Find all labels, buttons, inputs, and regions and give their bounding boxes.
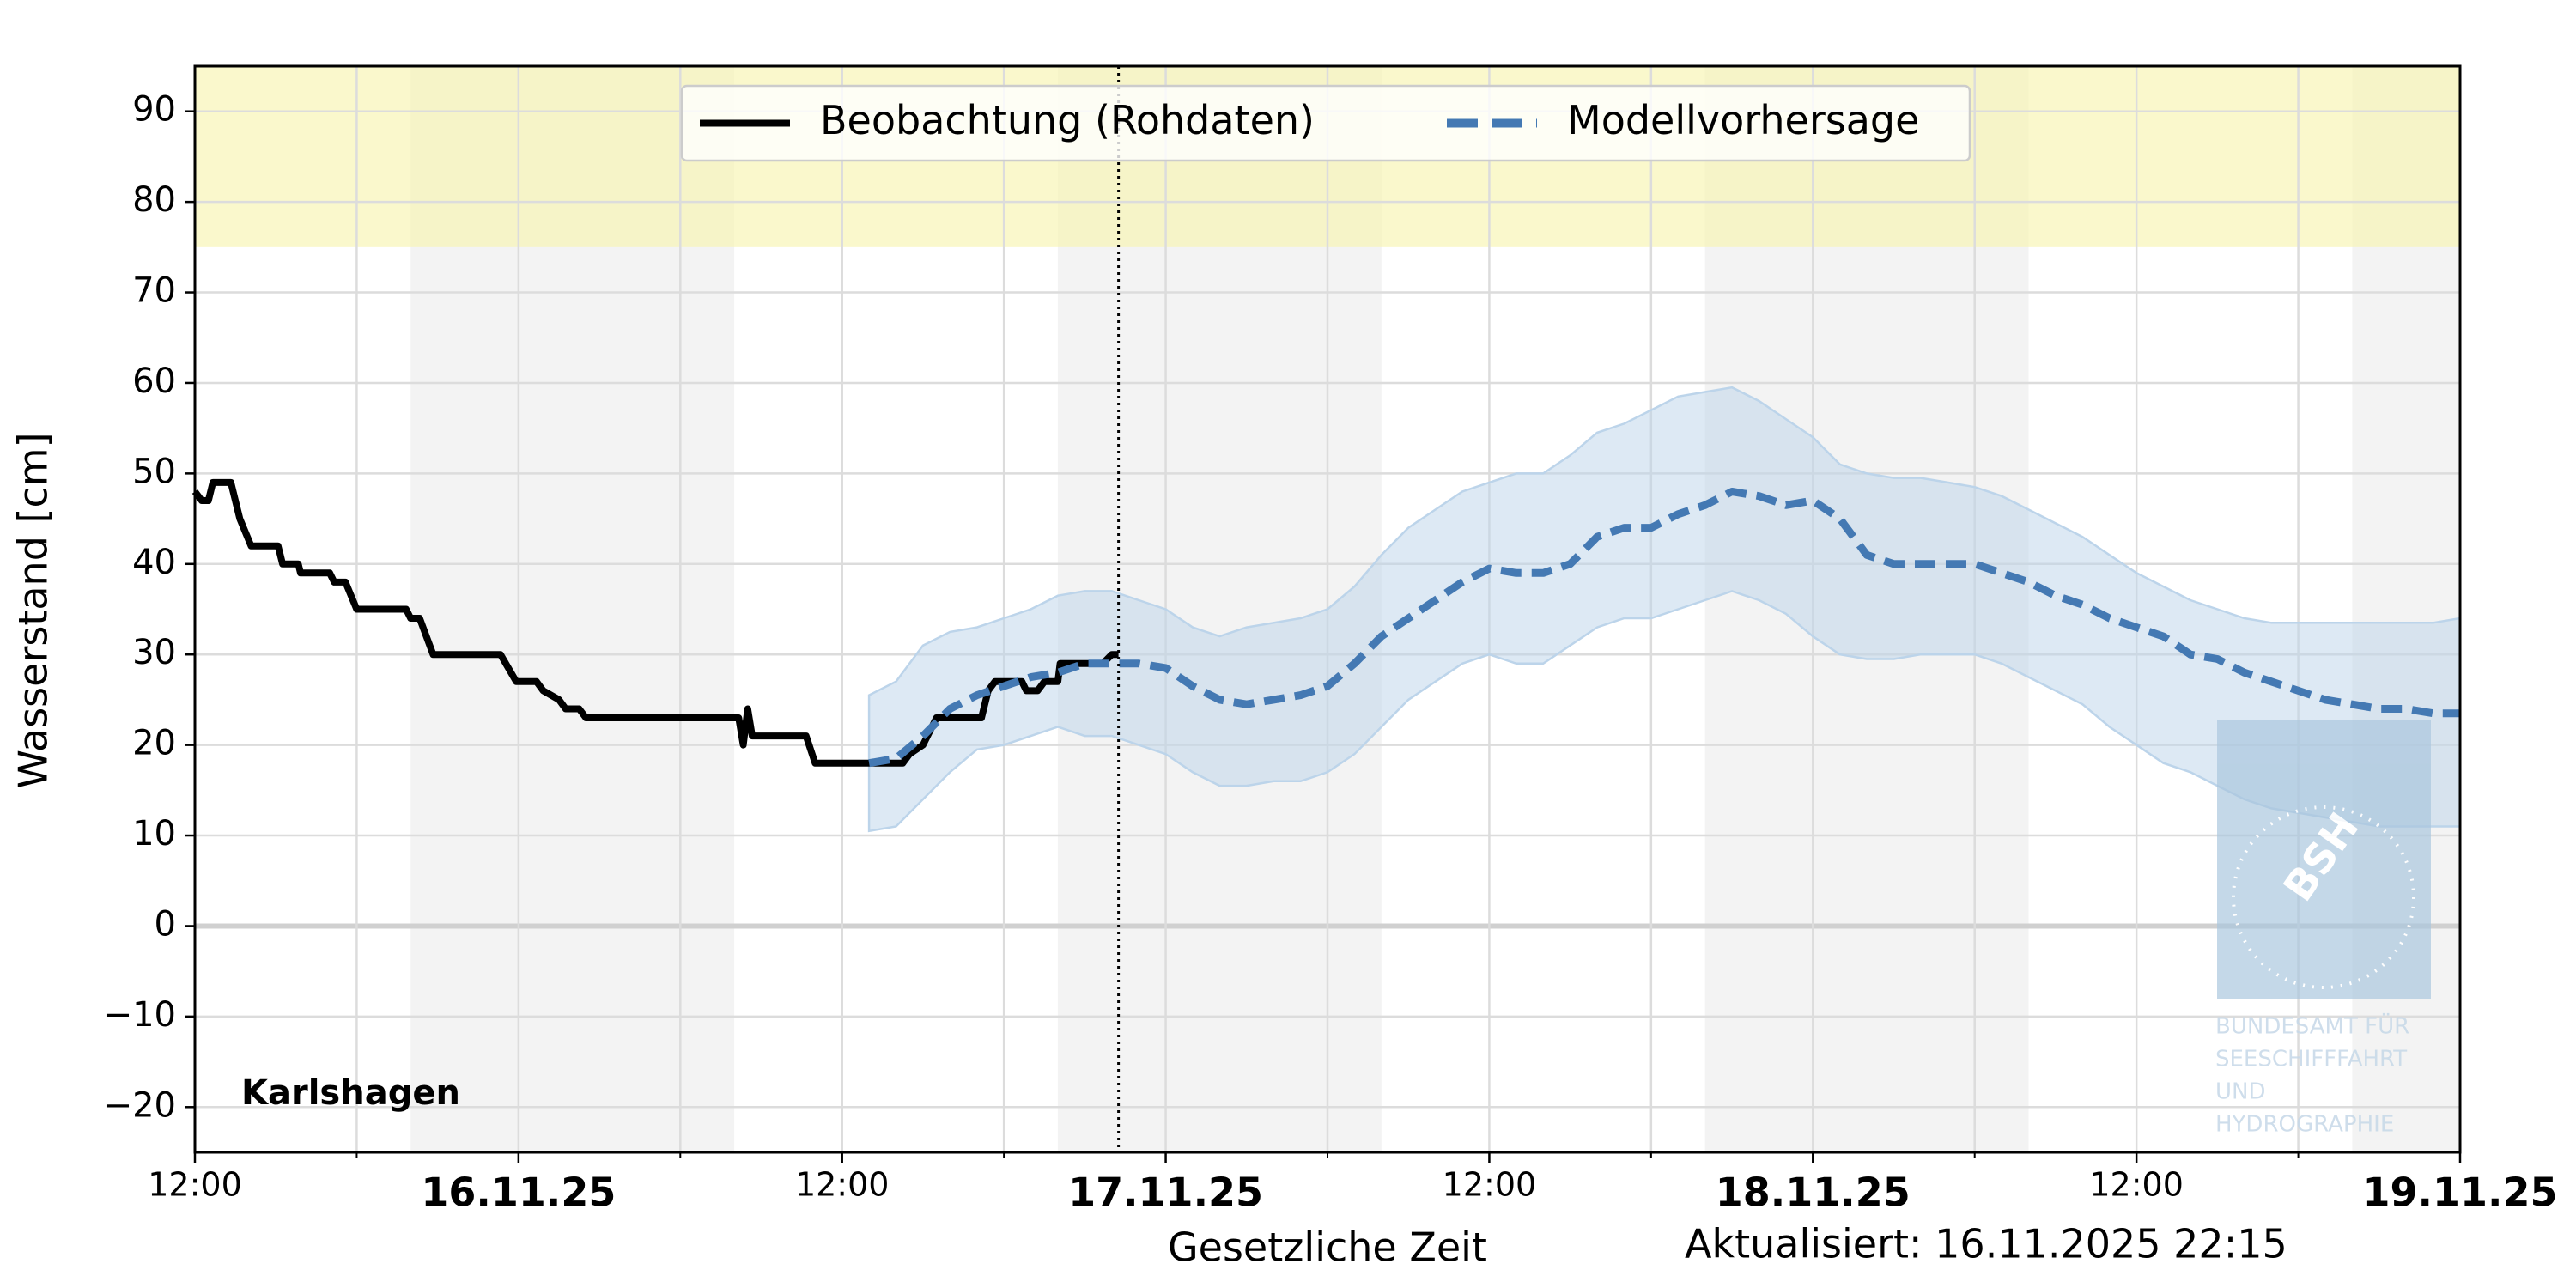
y-tick-label: 0 (155, 904, 176, 944)
x-axis-label: Gesetzliche Zeit (1168, 1224, 1487, 1271)
logo-box (2217, 720, 2431, 999)
station-label: Karlshagen (241, 1073, 460, 1113)
y-tick-label: 60 (132, 361, 176, 401)
y-tick-label: 30 (132, 633, 176, 672)
legend-box (680, 84, 1971, 162)
series-line (868, 488, 2460, 768)
updated-label: Aktualisiert: 16.11.2025 22:15 (1685, 1221, 2287, 1267)
x-tick-label: 18.11.25 (1716, 1170, 1911, 1216)
y-tick-label: 70 (132, 271, 176, 311)
y-tick-label: 90 (132, 90, 176, 130)
legend-label: Beobachtung (Rohdaten) (820, 97, 1315, 143)
y-tick-label: −10 (104, 995, 176, 1035)
y-tick-label: 80 (132, 180, 176, 220)
logo-circle (2232, 805, 2415, 989)
x-tick-label: 16.11.25 (421, 1170, 616, 1216)
logo-text: HYDROGRAPHIE (2215, 1112, 2394, 1138)
series-line (191, 478, 1119, 767)
logo-text: SEESCHIFFFAHRT (2215, 1047, 2407, 1072)
y-axis-label: Wasserstand [cm] (10, 432, 57, 788)
x-tick-label: 12:00 (795, 1166, 890, 1204)
logo-text: UND (2215, 1079, 2266, 1105)
x-tick-label: 12:00 (148, 1166, 242, 1204)
y-tick-label: 20 (132, 724, 176, 763)
x-tick-label: 12:00 (2089, 1166, 2184, 1204)
y-tick-label: 50 (132, 452, 176, 491)
y-tick-label: 40 (132, 543, 176, 582)
y-tick-label: 10 (132, 814, 176, 854)
x-tick-label: 17.11.25 (1068, 1170, 1263, 1216)
logo-text: BUNDESAMT FÜR (2215, 1012, 2409, 1040)
legend-label: Modellvorhersage (1567, 97, 1919, 143)
plot-frame (193, 64, 2462, 1154)
x-tick-label: 12:00 (1443, 1166, 1537, 1204)
x-tick-label: 19.11.25 (2363, 1170, 2558, 1216)
y-tick-label: −20 (104, 1085, 176, 1125)
